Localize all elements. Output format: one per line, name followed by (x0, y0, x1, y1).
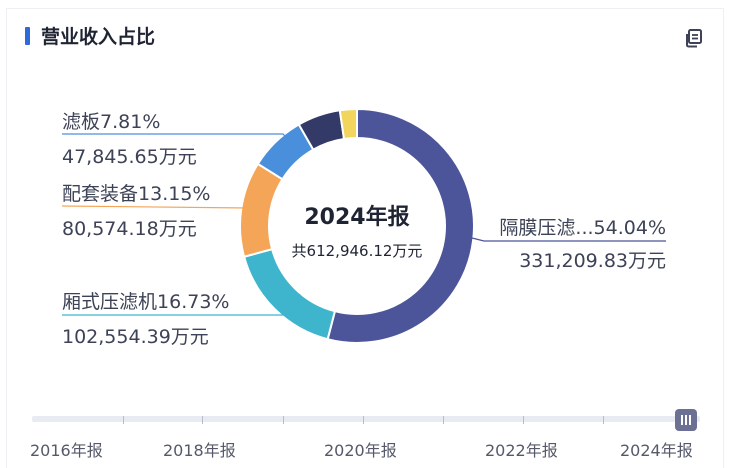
slice-label-gemo-value: 331,209.83万元 (519, 250, 666, 272)
timeline-tick (603, 416, 604, 424)
slice-label-peitao-percent: 13.15% (138, 183, 211, 205)
title-accent-bar (25, 27, 30, 45)
slice-other-yellow[interactable] (338, 107, 358, 141)
copy-icon[interactable] (683, 27, 705, 49)
timeline-year-2020[interactable]: 2020年报 (324, 441, 397, 460)
timeline-tick (443, 416, 444, 424)
center-year-label: 2024年报 (304, 204, 409, 230)
panel-header: 营业收入占比 (7, 9, 725, 65)
leader-line-peitao (61, 205, 249, 209)
timeline-year-2022[interactable]: 2022年报 (485, 441, 558, 460)
slice-label-gemo-percent: 54.04% (593, 217, 666, 239)
timeline-tick (202, 416, 203, 424)
timeline-track[interactable] (32, 416, 700, 422)
panel-title: 营业收入占比 (41, 26, 156, 48)
leader-line-lvban (62, 133, 297, 149)
leader-line-xiangshi (62, 293, 301, 316)
timeline-year-2024[interactable]: 2024年报 (620, 441, 693, 460)
slice-label-lvban-name: 滤板7.81% (62, 111, 161, 133)
timeline-tick (523, 416, 524, 424)
slice-label-xiangshi-percent: 16.73% (157, 291, 230, 313)
slice-label-peitao-value: 80,574.18万元 (62, 218, 197, 240)
leader-line-gemo (471, 237, 666, 242)
center-total-label: 共612,946.12万元 (292, 242, 423, 260)
slice-peitao[interactable] (239, 162, 284, 258)
slice-label-peitao-name: 配套装备13.15% (62, 183, 211, 205)
slice-label-xiangshi-value: 102,554.39万元 (62, 326, 209, 348)
slice-label-lvban-value: 47,845.65万元 (62, 146, 197, 168)
slice-xiangshi[interactable] (242, 247, 337, 341)
slice-label-lvban-percent: 7.81% (100, 111, 161, 133)
timeline-year-2016[interactable]: 2016年报 (30, 441, 103, 460)
timeline-year-2018[interactable]: 2018年报 (163, 441, 236, 460)
chart-panel: 营业收入占比 (6, 8, 724, 468)
slice-label-gemo-name: 隔膜压滤...54.04% (499, 217, 666, 239)
pause-icon[interactable] (675, 409, 697, 431)
timeline-tick (363, 416, 364, 424)
slice-label-xiangshi-name: 厢式压滤机16.73% (62, 291, 230, 313)
slice-gemo[interactable] (326, 107, 475, 344)
timeline-tick (123, 416, 124, 424)
timeline-tick (283, 416, 284, 424)
